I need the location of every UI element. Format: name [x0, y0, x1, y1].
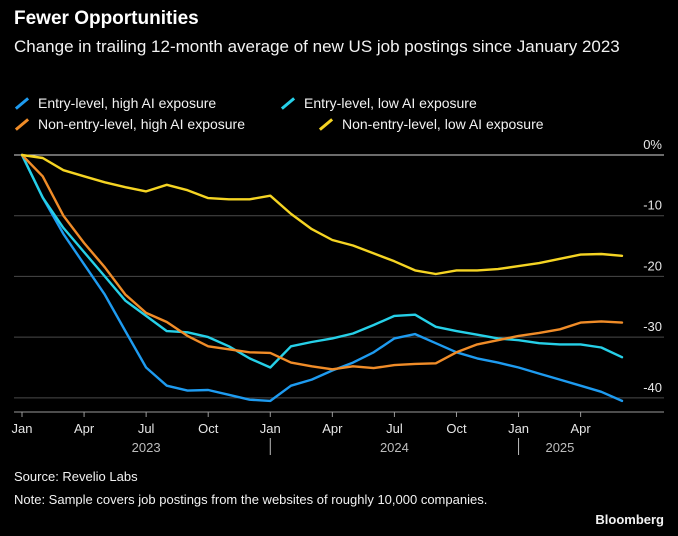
source-note: Source: Revelio Labs	[14, 469, 138, 484]
x-tick-label: Apr	[322, 421, 343, 436]
x-tick-label: Jan	[260, 421, 281, 436]
bloomberg-logo: Bloomberg	[595, 512, 664, 527]
legend-label: Non-entry-level, high AI exposure	[38, 116, 245, 132]
year-label: 2025	[545, 440, 574, 455]
x-tick-label: Oct	[198, 421, 219, 436]
series-line-3	[20, 153, 624, 371]
x-tick-label: Apr	[74, 421, 95, 436]
legend-item-entry-high: Entry-level, high AI exposure	[14, 95, 216, 111]
x-tick-label: Jan	[508, 421, 529, 436]
footnote: Note: Sample covers job postings from th…	[14, 492, 488, 507]
legend-label: Entry-level, high AI exposure	[38, 95, 217, 111]
y-tick-label: 0%	[643, 137, 662, 152]
year-label: 2023	[132, 440, 161, 455]
y-tick-label: -20	[643, 258, 662, 273]
legend-label: Entry-level, low AI exposure	[304, 95, 477, 111]
legend-item-entry-low: Entry-level, low AI exposure	[280, 95, 477, 111]
x-tick-label: Jul	[386, 421, 403, 436]
legend-item-nonentry-high: Non-entry-level, high AI exposure	[14, 116, 245, 132]
chart-subtitle: Change in trailing 12-month average of n…	[14, 37, 620, 56]
series-line-4	[20, 153, 624, 276]
chart-title: Fewer Opportunities	[14, 8, 199, 29]
y-tick-label: -40	[643, 380, 662, 395]
series-line-1	[20, 153, 624, 403]
legend-label: Non-entry-level, low AI exposure	[342, 116, 544, 132]
legend-item-nonentry-low: Non-entry-level, low AI exposure	[318, 116, 544, 132]
year-label: 2024	[380, 440, 409, 455]
y-tick-label: -30	[643, 319, 662, 334]
x-tick-label: Apr	[571, 421, 592, 436]
x-tick-label: Jan	[12, 421, 33, 436]
series-line-2	[20, 153, 624, 369]
x-tick-label: Jul	[138, 421, 155, 436]
y-tick-label: -10	[643, 198, 662, 213]
x-tick-label: Oct	[446, 421, 467, 436]
